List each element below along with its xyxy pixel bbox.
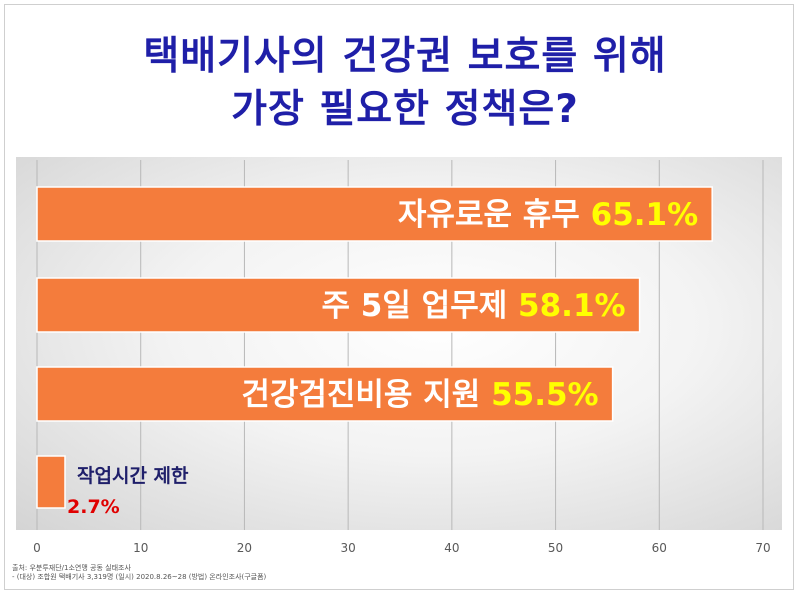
- x-tick-label: 50: [548, 541, 563, 555]
- bar: [36, 186, 713, 242]
- category-label: 주 5일 업무제: [321, 288, 518, 324]
- chart-title-line1: 택배기사의 건강권 보호를 위해: [5, 34, 800, 80]
- x-tick-label: 0: [33, 541, 41, 555]
- source-line-1: 출처: 우분투재단/1소연맹 공동 실태조사: [12, 564, 131, 572]
- source-line-2: - (대상) 조합원 택배기사 3,319명 (일시) 2020.8.26~28…: [12, 573, 267, 581]
- bar: [36, 366, 614, 422]
- x-tick-label: 70: [755, 541, 770, 555]
- title-main-2: 가장 필요한 정책은?: [231, 87, 579, 132]
- bar: [36, 455, 66, 509]
- value-label: 2.7%: [67, 496, 120, 518]
- x-tick-label: 40: [444, 541, 459, 555]
- category-label: 자유로운 휴무: [398, 197, 591, 233]
- source-note: 출처: 우분투재단/1소연맹 공동 실태조사 - (대상) 조합원 택배기사 3…: [12, 564, 266, 582]
- category-label: 작업시간 제한: [77, 465, 189, 487]
- x-tick-label: 20: [237, 541, 252, 555]
- category-label: 건강검진비용 지원: [241, 377, 491, 413]
- chart-title-line2: 가장 필요한 정책은?: [5, 87, 800, 133]
- value-label: 55.5%: [491, 377, 599, 413]
- bar-label: 주 5일 업무제 58.1%: [321, 288, 625, 324]
- value-label: 65.1%: [591, 197, 699, 233]
- bar: [36, 277, 641, 333]
- value-label: 58.1%: [518, 288, 626, 324]
- bar-label: 건강검진비용 지원 55.5%: [241, 377, 598, 413]
- bar-label: 자유로운 휴무 65.1%: [398, 197, 698, 233]
- x-tick-label: 30: [341, 541, 356, 555]
- x-tick-label: 60: [652, 541, 667, 555]
- x-tick-label: 10: [133, 541, 148, 555]
- title-main-1: 택배기사의 건강권 보호를 위해: [143, 34, 667, 79]
